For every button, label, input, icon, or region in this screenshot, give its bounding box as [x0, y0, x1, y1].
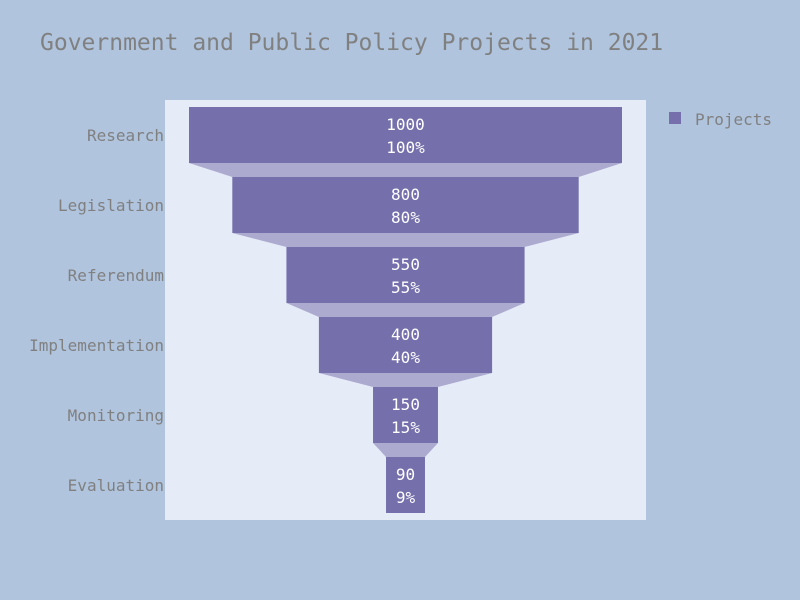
legend[interactable]: Projects [669, 110, 772, 129]
category-label: Referendum [68, 266, 164, 285]
funnel-connectors [189, 163, 622, 457]
percent-label: 9% [396, 488, 416, 507]
funnel-bar-monitoring[interactable] [373, 387, 438, 443]
data-labels: 1000 100% 800 80% 550 55% 400 40% 150 15% 90 9% [386, 115, 425, 507]
funnel-bar-evaluation[interactable] [386, 457, 425, 513]
value-label: 1000 [386, 115, 425, 134]
legend-label-projects: Projects [695, 110, 772, 129]
value-label: 400 [391, 325, 420, 344]
chart-title: Government and Public Policy Projects in… [40, 30, 663, 56]
category-label: Legislation [58, 196, 164, 215]
percent-label: 55% [391, 278, 420, 297]
percent-label: 40% [391, 348, 420, 367]
value-label: 550 [391, 255, 420, 274]
value-label: 90 [396, 465, 415, 484]
funnel-connector [286, 303, 525, 317]
category-labels: Research Legislation Referendum Implementat… [29, 126, 164, 495]
value-label: 150 [391, 395, 420, 414]
funnel-bar-referendum[interactable] [286, 247, 525, 303]
value-label: 800 [391, 185, 420, 204]
funnel-connector [318, 373, 493, 387]
percent-label: 100% [386, 138, 425, 157]
category-label: Evaluation [68, 476, 164, 495]
funnel-connector [189, 163, 622, 177]
percent-label: 15% [391, 418, 420, 437]
category-label: Research [87, 126, 164, 145]
funnel-bars [189, 107, 622, 513]
funnel-bar-legislation[interactable] [232, 177, 579, 233]
percent-label: 80% [391, 208, 420, 227]
legend-swatch-projects [669, 112, 681, 124]
funnel-bar-implementation[interactable] [318, 317, 493, 373]
funnel-connector [232, 233, 579, 247]
funnel-connector [373, 443, 438, 457]
funnel-bar-research[interactable] [189, 107, 622, 163]
category-label: Implementation [29, 336, 164, 355]
category-label: Monitoring [68, 406, 164, 425]
